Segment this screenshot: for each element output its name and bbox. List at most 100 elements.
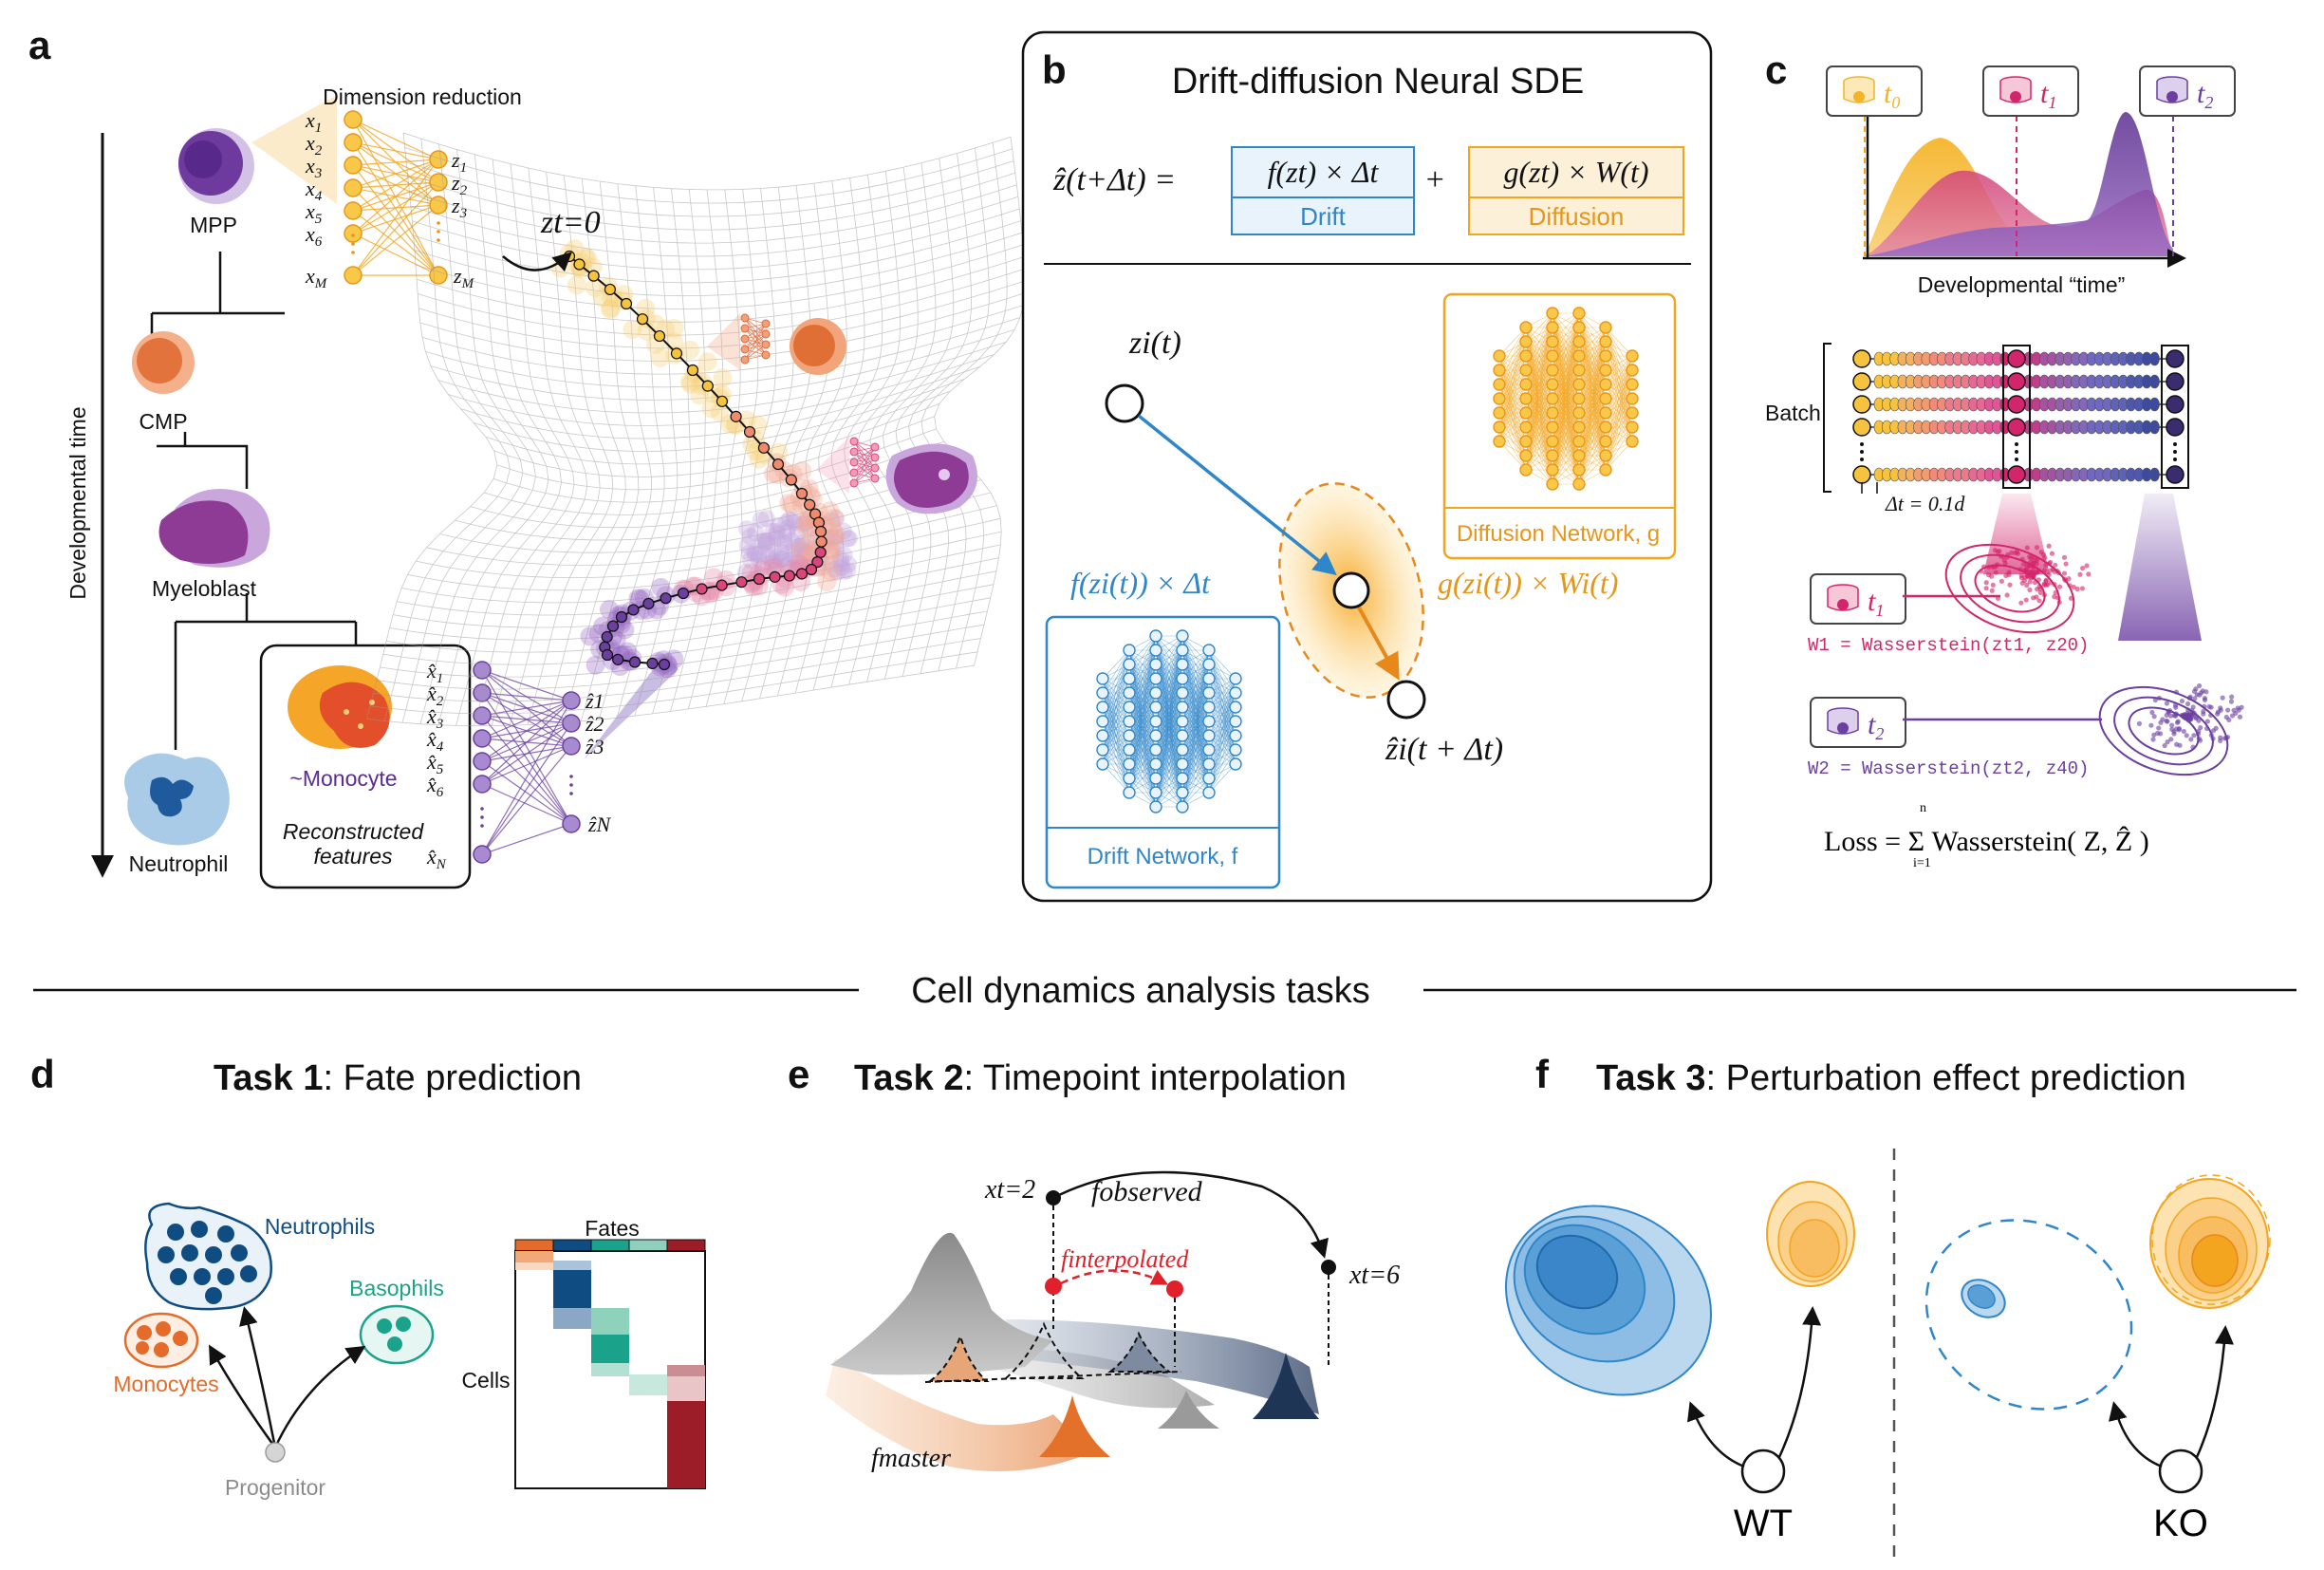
diffusion-equation-term: g(zt) × W(t) [1503, 155, 1648, 189]
x-last-label: xM [305, 264, 328, 291]
neutrophil-dot [205, 1246, 222, 1263]
drift-equation-term: f(zt) × Δt [1268, 155, 1380, 189]
ko-missing-density [1892, 1184, 2166, 1447]
master-density [830, 1233, 1053, 1375]
developmental-time-label: Developmental time [65, 406, 90, 599]
diffusion-net-node [1600, 464, 1611, 476]
trajectory-point [617, 612, 627, 623]
encoder-input-node [344, 267, 362, 284]
diffusion-net-node [1600, 379, 1611, 390]
diffusion-net-node [1573, 379, 1585, 390]
trajectory-point [655, 331, 665, 342]
drift-net-node [1230, 744, 1241, 756]
panel-a: a Developmental time MPP CMP Mye [28, 23, 1025, 888]
diffusion-net-node [1547, 436, 1558, 447]
drift-net-node [1124, 773, 1135, 784]
drift-net-node [1177, 630, 1188, 642]
drift-net-node [1203, 716, 1215, 727]
interpolated-start-node [1045, 1278, 1062, 1295]
task1-rest: : Fate prediction [323, 1058, 581, 1098]
task2-rest: : Timepoint interpolation [963, 1058, 1346, 1098]
diffusion-net-node [1520, 421, 1532, 433]
loss-formula: Loss = Σ Wasserstein( Z, Ẑ ) [1824, 826, 2149, 857]
diffusion-net-node [1494, 436, 1505, 447]
wt-start-node [1742, 1450, 1784, 1492]
drift-net-node [1203, 659, 1215, 670]
drift-net-node [1203, 673, 1215, 684]
drift-net-node [1203, 773, 1215, 784]
cmp-cell-icon [132, 331, 195, 394]
t1-scatter: t1 [1811, 529, 2091, 649]
f-master-label: fmaster [871, 1444, 951, 1473]
encoder-input-node [344, 225, 362, 242]
trajectory-point [805, 499, 815, 510]
drift-net-node [1097, 716, 1108, 727]
trajectory-point [630, 657, 641, 667]
neutrophil-label: Neutrophil [129, 851, 229, 876]
drift-net-node [1150, 701, 1162, 713]
drift-net-node [1150, 645, 1162, 656]
diffusion-net-node [1627, 379, 1638, 390]
diffusion-net-node [1573, 450, 1585, 461]
diffusion-net-node [1600, 322, 1611, 333]
drift-net-node [1124, 730, 1135, 741]
encoder-latent-node [430, 267, 447, 284]
trajectory-point [773, 459, 784, 470]
zhat-last-label: ẑN [587, 813, 612, 836]
diffusion-net-node [1573, 393, 1585, 404]
trajectory-point [638, 314, 648, 325]
encoder-input-node [344, 157, 362, 174]
diffusion-net-node [1520, 350, 1532, 362]
fate-matrix-block [515, 1251, 553, 1262]
loss-sum-bottom: i=1 [1913, 856, 1931, 870]
section-divider: Cell dynamics analysis tasks [33, 971, 2296, 1011]
trajectory-point [688, 365, 698, 376]
panel-f: f Task 3: Perturbation effect prediction… [1472, 1052, 2270, 1557]
diffusion-net-node [1573, 350, 1585, 362]
drift-net-node [1097, 758, 1108, 770]
sde-equation-lhs: ẑ(t+Δt) = [1052, 162, 1176, 197]
fates-label: Fates [585, 1216, 640, 1241]
trajectory-point [786, 475, 796, 485]
neutrophil-dot [205, 1287, 222, 1304]
diffusion-net-node [1627, 421, 1638, 433]
state-node-current [1106, 385, 1143, 421]
drift-net-node [1150, 773, 1162, 784]
fate-matrix [515, 1240, 705, 1488]
trajectory-point [697, 584, 707, 594]
drift-tag: Drift [1300, 202, 1346, 231]
delta-t-label: Δt = 0.1d [1885, 492, 1965, 515]
drift-term-label: f(zi(t)) × Δt [1070, 566, 1211, 600]
diffusion-net-node [1600, 350, 1611, 362]
drift-net-node [1124, 673, 1135, 684]
fate-matrix-block [591, 1363, 629, 1376]
batch-trajectory-grid [1853, 346, 2188, 494]
drift-net-node [1230, 716, 1241, 727]
trajectory-point [671, 348, 681, 359]
diffusion-net-node [1520, 436, 1532, 447]
interpolated-end-node [1166, 1280, 1183, 1298]
diffusion-net-node [1600, 407, 1611, 419]
panel-b: b Drift-diffusion Neural SDE ẑ(t+Δt) = f… [1023, 32, 1711, 901]
decoder-output-node [474, 730, 491, 747]
panel-d-label: d [30, 1052, 55, 1096]
monocyte-cell-icon [288, 665, 392, 749]
trajectory-point [574, 259, 585, 270]
diffusion-net-node [1547, 350, 1558, 362]
diffusion-net-node [1600, 421, 1611, 433]
fate-matrix-block [591, 1308, 629, 1335]
fate-matrix-block [667, 1401, 705, 1488]
drift-net-node [1203, 687, 1215, 699]
trajectory-point [679, 589, 689, 599]
drift-net-node [1203, 758, 1215, 770]
trajectory-point [702, 381, 713, 391]
drift-net-node [1124, 787, 1135, 798]
trajectory-point [660, 593, 671, 604]
diffusion-net-node [1627, 393, 1638, 404]
diffusion-net-node [1573, 322, 1585, 333]
t2-sample-beam [2118, 494, 2202, 641]
fate-matrix-block [629, 1374, 667, 1395]
trajectory-point [603, 650, 613, 661]
diffusion-network-label: Diffusion Network, g [1457, 521, 1660, 547]
fate-matrix-block [667, 1365, 705, 1376]
